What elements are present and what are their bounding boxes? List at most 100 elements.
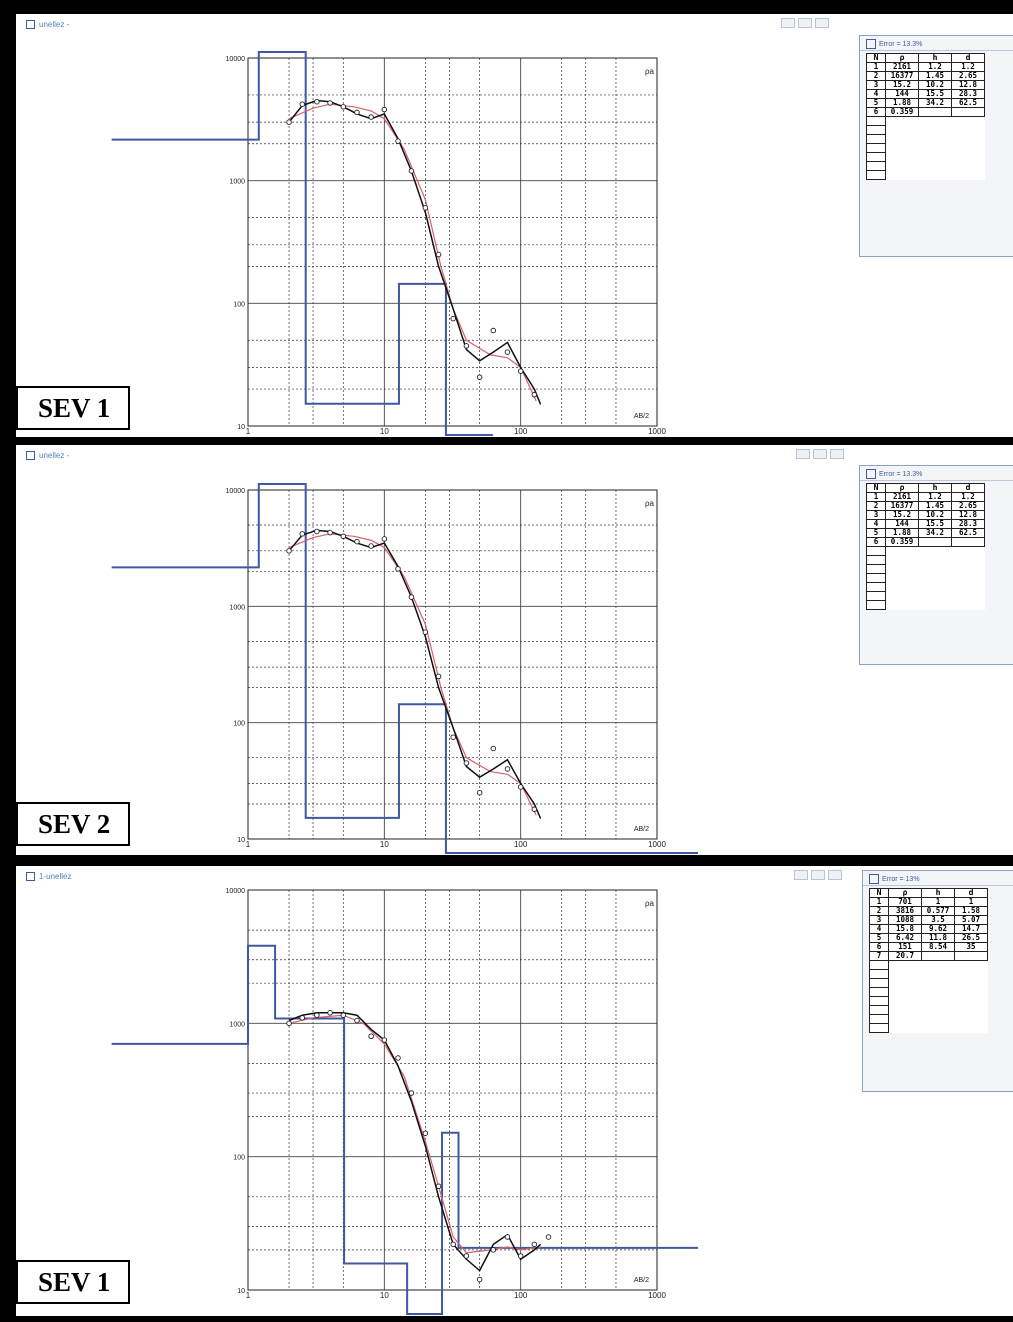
table-cell[interactable] bbox=[866, 170, 886, 180]
close-icon[interactable] bbox=[828, 870, 842, 880]
measured-point bbox=[299, 1015, 306, 1021]
measured-point bbox=[340, 533, 347, 540]
table-cell[interactable]: 35 bbox=[954, 942, 988, 952]
table-cell[interactable]: 0.359 bbox=[885, 107, 919, 117]
measured-point bbox=[395, 1055, 401, 1061]
table-cell[interactable] bbox=[951, 537, 985, 547]
y-axis-label: ρa bbox=[645, 67, 655, 76]
measured-point bbox=[463, 760, 470, 766]
measured-point bbox=[286, 548, 292, 554]
table-empty-row[interactable] bbox=[866, 600, 985, 610]
minimize-icon[interactable] bbox=[781, 18, 795, 28]
table-empty-row[interactable] bbox=[866, 134, 985, 144]
table-row[interactable]: 6 151 8.54 35 bbox=[869, 942, 988, 952]
table-empty-row[interactable] bbox=[866, 143, 985, 153]
measured-point bbox=[314, 1012, 320, 1018]
table-cell[interactable]: 20.7 bbox=[888, 951, 922, 961]
window-controls[interactable] bbox=[781, 18, 829, 28]
close-icon[interactable] bbox=[815, 18, 829, 28]
plot-frame bbox=[247, 889, 658, 1291]
table-empty-row[interactable] bbox=[866, 555, 985, 565]
table-empty-row[interactable] bbox=[869, 987, 988, 997]
table-empty-row[interactable] bbox=[869, 996, 988, 1006]
table-empty-row[interactable] bbox=[866, 152, 985, 162]
plot-frame bbox=[247, 489, 658, 840]
x-axis-label: AB/2 bbox=[634, 826, 649, 833]
measured-point bbox=[463, 1253, 470, 1259]
y-tick-label: 100 bbox=[233, 1155, 245, 1162]
maximize-icon[interactable] bbox=[811, 870, 825, 880]
table-empty-row[interactable] bbox=[869, 978, 988, 988]
minimize-icon[interactable] bbox=[796, 449, 810, 459]
table-empty-row[interactable] bbox=[866, 546, 985, 556]
window-controls[interactable] bbox=[796, 449, 844, 459]
table-empty-row[interactable] bbox=[866, 116, 985, 126]
table-cell[interactable] bbox=[921, 951, 955, 961]
measured-point bbox=[517, 784, 524, 790]
window-title: unellez - bbox=[39, 451, 70, 460]
table-empty-row[interactable] bbox=[869, 1014, 988, 1024]
table-cell[interactable] bbox=[918, 107, 952, 117]
table-cell[interactable]: 0.359 bbox=[885, 537, 919, 547]
table-empty-row[interactable] bbox=[869, 1005, 988, 1015]
y-tick-label: 1000 bbox=[229, 604, 245, 611]
table-row[interactable]: 5 1.88 34.2 62.5 bbox=[866, 528, 985, 538]
table-row[interactable]: 3 15.2 10.2 12.8 bbox=[866, 510, 985, 520]
measured-point bbox=[545, 1234, 552, 1240]
window-icon bbox=[26, 20, 35, 29]
table-row[interactable]: 6 0.359 bbox=[866, 537, 985, 547]
maximize-icon[interactable] bbox=[798, 18, 812, 28]
table-empty-row[interactable] bbox=[866, 170, 985, 180]
table-row[interactable]: 2 3816 0.577 1.58 bbox=[869, 906, 988, 916]
measured-point bbox=[314, 98, 320, 105]
window-title-bar: 1-unellez bbox=[26, 872, 71, 881]
table-empty-row[interactable] bbox=[866, 573, 985, 583]
y-axis-label: ρa bbox=[645, 899, 655, 908]
table-row[interactable]: 7 20.7 bbox=[869, 951, 988, 961]
table-cell[interactable] bbox=[866, 600, 886, 610]
table-row[interactable]: 2 16377 1.45 2.65 bbox=[866, 71, 985, 81]
table-cell[interactable] bbox=[869, 1023, 889, 1033]
table-empty-row[interactable] bbox=[869, 960, 988, 970]
table-row[interactable]: 2 16377 1.45 2.65 bbox=[866, 501, 985, 511]
table-cell[interactable] bbox=[951, 107, 985, 117]
table-empty-row[interactable] bbox=[869, 969, 988, 979]
table-cell[interactable] bbox=[918, 537, 952, 547]
table-cell[interactable]: 34.2 bbox=[918, 528, 952, 538]
table-empty-row[interactable] bbox=[866, 125, 985, 135]
table-empty-row[interactable] bbox=[866, 564, 985, 574]
window-icon bbox=[26, 451, 35, 460]
table-cell[interactable]: 34.2 bbox=[918, 98, 952, 108]
minimize-icon[interactable] bbox=[794, 870, 808, 880]
table-cell[interactable] bbox=[954, 951, 988, 961]
window-controls[interactable] bbox=[794, 870, 842, 880]
table-row[interactable]: 1 2161 1.2 1.2 bbox=[866, 492, 985, 502]
table-row[interactable]: 5 1.88 34.2 62.5 bbox=[866, 98, 985, 108]
table-row[interactable]: 6 0.359 bbox=[866, 107, 985, 117]
model-series bbox=[111, 944, 699, 1315]
table-empty-row[interactable] bbox=[866, 161, 985, 171]
table-cell[interactable]: 62.5 bbox=[951, 528, 985, 538]
table-empty-row[interactable] bbox=[869, 1023, 988, 1033]
maximize-icon[interactable] bbox=[813, 449, 827, 459]
x-tick-label: 10 bbox=[380, 840, 389, 849]
window-title-bar: unellez - bbox=[26, 451, 69, 460]
error-label: Error = 13.3% bbox=[879, 40, 923, 48]
table-empty-row[interactable] bbox=[866, 582, 985, 592]
measured-point bbox=[531, 806, 538, 813]
measured-point bbox=[422, 1130, 429, 1136]
measured-point bbox=[531, 1241, 538, 1248]
sev-label: SEV 2 bbox=[16, 802, 131, 846]
y-tick-label: 10 bbox=[237, 424, 245, 431]
close-icon[interactable] bbox=[830, 449, 844, 459]
x-tick-label: 1000 bbox=[648, 1291, 666, 1300]
measured-point bbox=[368, 114, 374, 120]
table-cell[interactable]: 62.5 bbox=[951, 98, 985, 108]
table-cell[interactable]: 8.54 bbox=[921, 942, 955, 952]
table-empty-row[interactable] bbox=[866, 591, 985, 601]
